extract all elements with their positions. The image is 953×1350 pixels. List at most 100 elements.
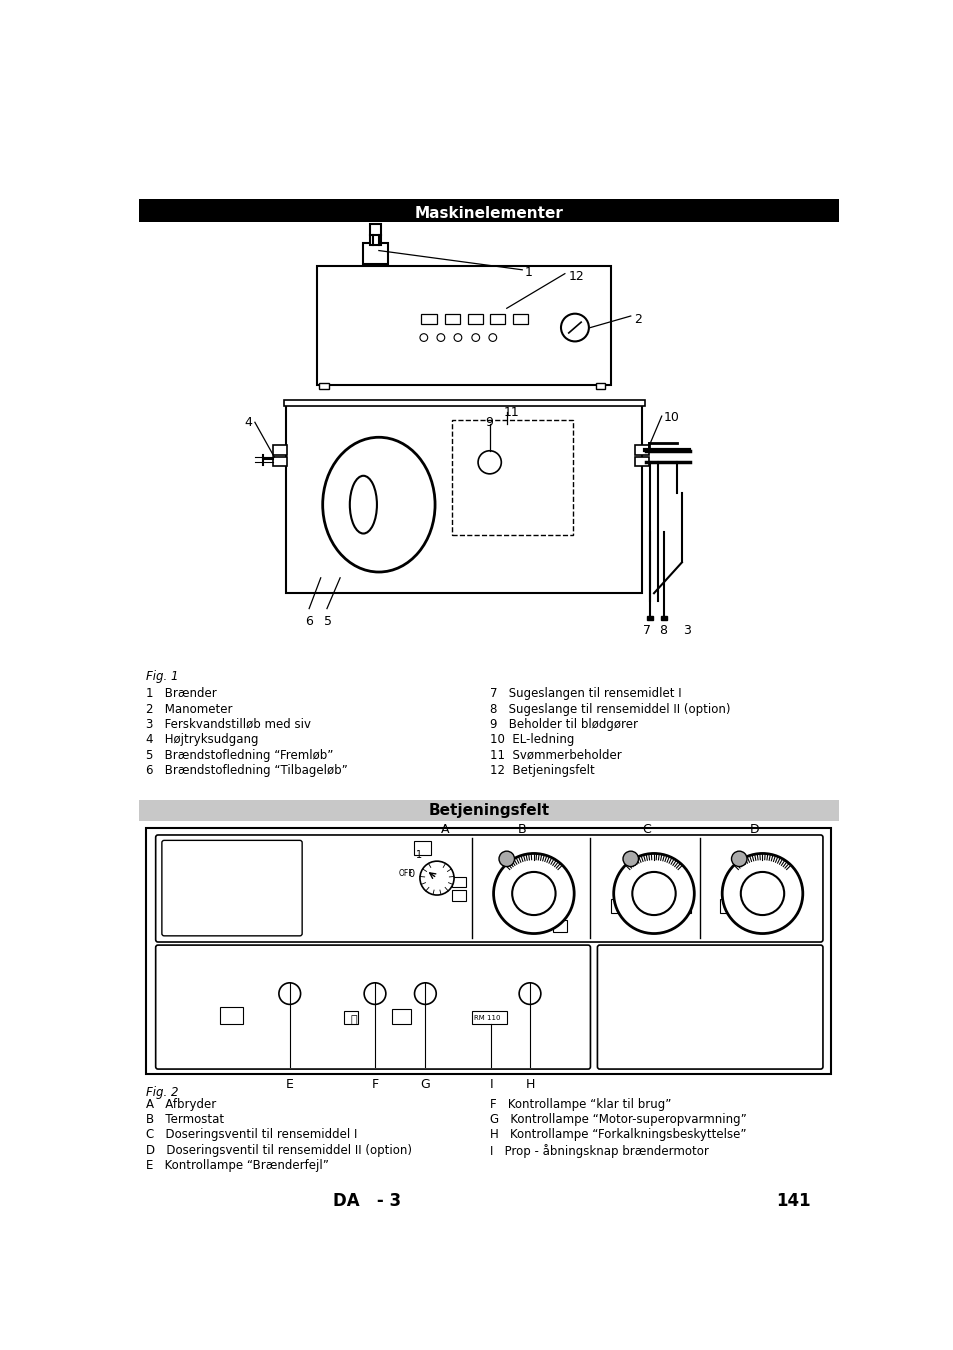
Bar xyxy=(283,400,644,406)
Circle shape xyxy=(560,313,588,342)
Bar xyxy=(596,383,604,389)
Text: F: F xyxy=(371,1079,378,1091)
Text: I: I xyxy=(489,1079,493,1091)
Text: 6   Brændstofledning “Tilbageløb”: 6 Brændstofledning “Tilbageløb” xyxy=(146,764,348,778)
Bar xyxy=(553,919,567,931)
Text: DA   - 3: DA - 3 xyxy=(333,1192,401,1210)
Text: H   Kontrollampe “Forkalkningsbeskyttelse”: H Kontrollampe “Forkalkningsbeskyttelse” xyxy=(489,1129,745,1141)
Text: 12: 12 xyxy=(568,270,584,282)
FancyBboxPatch shape xyxy=(162,840,302,936)
Text: Betjeningsfelt: Betjeningsfelt xyxy=(428,803,549,818)
Text: 10: 10 xyxy=(663,410,679,424)
Circle shape xyxy=(415,983,436,1004)
Text: 3: 3 xyxy=(682,624,691,637)
Circle shape xyxy=(477,451,500,474)
Bar xyxy=(273,446,286,455)
Text: G: G xyxy=(420,1079,430,1091)
Text: ⓞ: ⓞ xyxy=(350,1015,356,1025)
Text: E   Kontrollampe “Brænderfejl”: E Kontrollampe “Brænderfejl” xyxy=(146,1160,329,1172)
Text: Fig. 2: Fig. 2 xyxy=(146,1085,178,1099)
Text: 5: 5 xyxy=(323,614,332,628)
Text: 6: 6 xyxy=(305,614,313,628)
Bar xyxy=(286,405,641,593)
Circle shape xyxy=(622,850,638,867)
Text: D   Doseringsventil til rensemiddel II (option): D Doseringsventil til rensemiddel II (op… xyxy=(146,1143,412,1157)
Circle shape xyxy=(498,850,514,867)
Text: C: C xyxy=(641,822,650,836)
Bar xyxy=(776,899,798,913)
Text: 2: 2 xyxy=(633,313,641,325)
Circle shape xyxy=(740,872,783,915)
Text: 3   Ferskvandstilløb med siv: 3 Ferskvandstilløb med siv xyxy=(146,718,311,730)
Bar xyxy=(468,313,483,324)
Bar xyxy=(392,1008,410,1025)
Bar xyxy=(421,313,436,324)
Bar xyxy=(611,899,633,913)
Text: B   Termostat: B Termostat xyxy=(146,1112,224,1126)
Bar xyxy=(646,616,653,620)
Circle shape xyxy=(493,853,574,934)
Bar xyxy=(138,799,839,821)
Circle shape xyxy=(472,333,479,342)
Circle shape xyxy=(632,872,675,915)
Text: 1: 1 xyxy=(524,266,532,279)
Circle shape xyxy=(512,872,555,915)
Bar xyxy=(363,243,388,265)
Circle shape xyxy=(419,333,427,342)
Bar xyxy=(635,456,649,466)
Text: 8: 8 xyxy=(659,624,667,637)
Text: D: D xyxy=(749,822,759,836)
Text: 11  Svømmerbeholder: 11 Svømmerbeholder xyxy=(489,749,620,761)
Text: Fig. 1: Fig. 1 xyxy=(146,670,178,683)
Text: 1   Brænder: 1 Brænder xyxy=(146,687,217,701)
Circle shape xyxy=(721,853,802,934)
Circle shape xyxy=(436,333,444,342)
Text: 141: 141 xyxy=(776,1192,810,1210)
Circle shape xyxy=(278,983,300,1004)
Text: 5   Brændstofledning “Fremløb”: 5 Brændstofledning “Fremløb” xyxy=(146,749,334,761)
Text: C   Doseringsventil til rensemiddel I: C Doseringsventil til rensemiddel I xyxy=(146,1129,357,1141)
Bar xyxy=(344,1011,357,1025)
Bar xyxy=(472,1011,506,1025)
Bar xyxy=(414,841,431,855)
Bar xyxy=(519,904,537,917)
Text: Maskinelementer: Maskinelementer xyxy=(414,207,563,221)
Text: 9   Beholder til blødgører: 9 Beholder til blødgører xyxy=(489,718,637,730)
Text: A   Afbryder: A Afbryder xyxy=(146,1098,216,1111)
Bar xyxy=(452,876,466,887)
Text: 2   Manometer: 2 Manometer xyxy=(146,702,233,716)
Text: OFF: OFF xyxy=(397,869,413,878)
Text: 0: 0 xyxy=(408,869,414,879)
Text: 7   Sugeslangen til rensemidlet I: 7 Sugeslangen til rensemidlet I xyxy=(489,687,680,701)
Text: 4   Højtryksudgang: 4 Højtryksudgang xyxy=(146,733,258,747)
Bar xyxy=(220,1007,243,1025)
Text: G   Kontrollampe “Motor-superopvarmning”: G Kontrollampe “Motor-superopvarmning” xyxy=(489,1112,745,1126)
FancyBboxPatch shape xyxy=(597,945,822,1069)
Circle shape xyxy=(731,850,746,867)
Text: 1: 1 xyxy=(416,849,422,860)
Circle shape xyxy=(364,983,385,1004)
Circle shape xyxy=(419,861,454,895)
Text: 4: 4 xyxy=(245,416,253,429)
Bar xyxy=(138,198,839,221)
Bar xyxy=(444,313,459,324)
Text: RM 110: RM 110 xyxy=(474,1015,500,1021)
Circle shape xyxy=(488,333,497,342)
Bar xyxy=(273,456,286,466)
Text: 12  Betjeningsfelt: 12 Betjeningsfelt xyxy=(489,764,594,778)
Bar xyxy=(319,383,328,389)
Text: I   Prop - åbningsknap brændermotor: I Prop - åbningsknap brændermotor xyxy=(489,1143,708,1158)
Text: F   Kontrollampe “klar til brug”: F Kontrollampe “klar til brug” xyxy=(489,1098,670,1111)
FancyBboxPatch shape xyxy=(155,945,590,1069)
Bar xyxy=(660,616,666,620)
Circle shape xyxy=(613,853,694,934)
Text: 9: 9 xyxy=(484,416,493,429)
Bar xyxy=(669,899,691,913)
Bar xyxy=(513,313,528,324)
Bar xyxy=(452,420,572,536)
Text: 11: 11 xyxy=(503,406,518,418)
Circle shape xyxy=(518,983,540,1004)
Circle shape xyxy=(454,333,461,342)
Text: B: B xyxy=(517,822,526,836)
Bar xyxy=(489,313,505,324)
